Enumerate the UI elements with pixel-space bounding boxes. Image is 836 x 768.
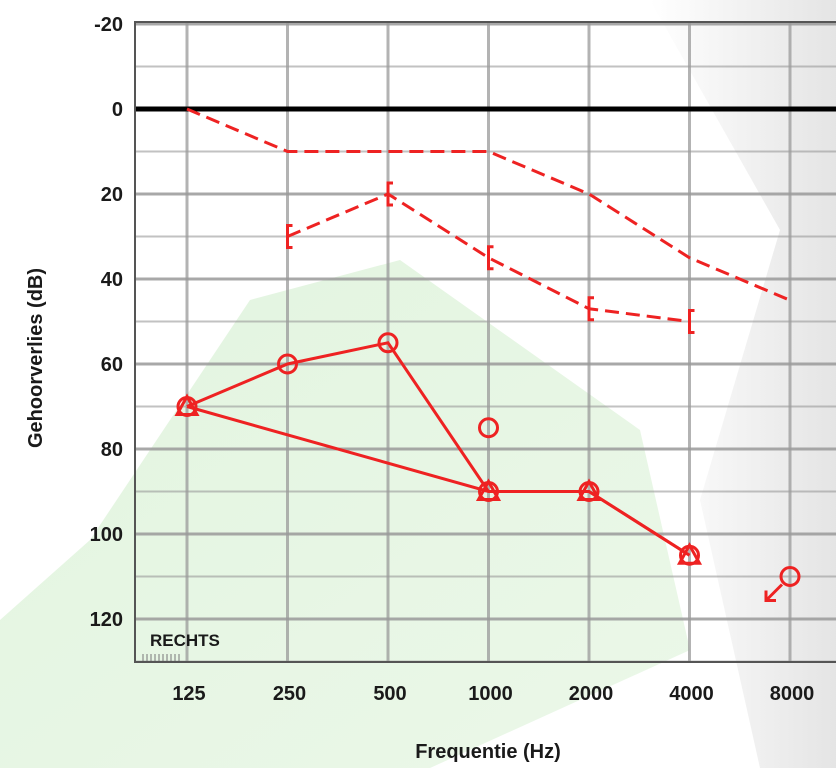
circle-marker <box>779 566 801 587</box>
bracket-marker <box>487 245 494 271</box>
y-tick-label: 40 <box>101 269 123 291</box>
y-tick-label: 60 <box>101 354 123 376</box>
side-label: RECHTS <box>150 631 220 650</box>
circle-marker <box>277 353 298 375</box>
series-5 <box>174 393 703 565</box>
circle-marker <box>377 332 399 354</box>
series-line <box>186 107 791 302</box>
bracket-marker <box>688 309 695 334</box>
y-axis-ticks: -20 0 20 40 60 80 100 120 <box>90 14 123 631</box>
series-7 <box>764 566 801 602</box>
series-line <box>588 490 691 557</box>
series-6 <box>578 481 700 566</box>
x-tick-label: 125 <box>172 683 205 705</box>
x-tick-label: 4000 <box>669 683 714 705</box>
circle-marker <box>578 481 600 502</box>
green-swoosh <box>0 260 690 768</box>
triangle-marker <box>174 393 200 416</box>
no-response-arrow <box>764 583 784 602</box>
no-response-arrowhead <box>764 590 776 602</box>
bracket-marker <box>286 224 293 249</box>
circle-marker <box>478 417 499 439</box>
y-tick-label: 0 <box>112 99 123 121</box>
bracket-marker <box>587 296 594 322</box>
circle-marker <box>679 544 700 566</box>
bracket-marker <box>386 181 393 207</box>
series-line <box>286 192 690 323</box>
x-tick-label: 250 <box>273 683 306 705</box>
series-4 <box>478 417 499 439</box>
y-tick-label: 100 <box>90 524 123 546</box>
x-axis-title: Frequentie (Hz) <box>415 741 561 763</box>
series-layer <box>174 107 801 602</box>
x-tick-label: 8000 <box>770 683 815 705</box>
series-1 <box>186 107 791 302</box>
y-tick-label: 20 <box>101 184 123 206</box>
grid <box>135 22 836 663</box>
series-line <box>186 341 490 493</box>
series-2 <box>286 181 695 334</box>
y-tick-label: 80 <box>101 439 123 461</box>
plot-frame <box>134 21 836 663</box>
x-tick-label: 500 <box>373 683 406 705</box>
x-axis-ticks: 125 250 500 1000 2000 4000 8000 <box>172 683 814 705</box>
x-tick-label: 2000 <box>569 683 614 705</box>
y-axis-title: Gehoorverlies (dB) <box>25 268 47 448</box>
x-tick-label: 1000 <box>468 683 513 705</box>
triangle-marker <box>475 478 502 501</box>
y-tick-label: 120 <box>90 609 123 631</box>
y-tick-label: -20 <box>94 14 123 36</box>
